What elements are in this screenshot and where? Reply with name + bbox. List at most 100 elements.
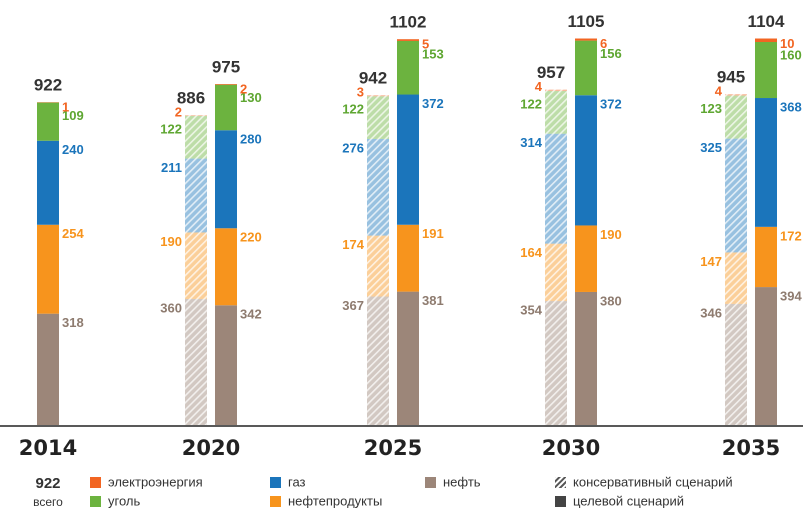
- total-label: 942: [359, 69, 387, 88]
- bar-segment: [37, 313, 59, 425]
- legend-swatch: [90, 477, 101, 488]
- value-label: 318: [62, 315, 84, 330]
- bar-segment: [545, 301, 567, 425]
- value-label: 368: [780, 99, 802, 114]
- bar-segment: [725, 95, 747, 139]
- bar-segment: [575, 95, 597, 226]
- bar-segment: [185, 298, 207, 425]
- value-label: 360: [160, 300, 182, 315]
- bar-segment: [215, 84, 237, 131]
- legend-label: газ: [288, 474, 306, 489]
- bar-segment: [755, 42, 777, 99]
- bar-segment: [215, 84, 237, 85]
- bar-segment: [755, 287, 777, 425]
- value-label: 4: [535, 79, 543, 94]
- value-label: 240: [62, 142, 84, 157]
- bar-segment: [185, 158, 207, 233]
- value-label: 153: [422, 46, 444, 61]
- value-label: 190: [160, 234, 182, 249]
- bar-segment: [575, 40, 597, 96]
- value-label: 280: [240, 132, 262, 147]
- legend-swatch: [555, 496, 566, 507]
- value-label: 354: [520, 303, 542, 318]
- bar-segment: [185, 115, 207, 116]
- legend-label: консервативный сценарий: [573, 474, 733, 489]
- x-tick-label: 2030: [542, 436, 600, 460]
- value-label: 160: [780, 47, 802, 62]
- bar-segment: [367, 138, 389, 236]
- bar-segment: [367, 296, 389, 425]
- value-label: 130: [240, 90, 262, 105]
- bar-segment: [545, 89, 567, 92]
- value-label: 6: [600, 36, 607, 51]
- bar-segment: [575, 38, 597, 41]
- bar-segment: [367, 95, 389, 97]
- bar-segment: [397, 291, 419, 425]
- value-label: 325: [700, 140, 722, 155]
- bar-segment: [755, 226, 777, 288]
- value-label: 5: [422, 37, 429, 52]
- legend-swatch: [270, 477, 281, 488]
- total-label: 1104: [748, 12, 785, 31]
- bar-segment: [545, 133, 567, 244]
- value-label: 174: [342, 237, 364, 252]
- value-label: 276: [342, 140, 364, 155]
- bar-segment: [215, 228, 237, 306]
- bar-segment: [575, 225, 597, 292]
- legend-total-label: всего: [33, 495, 63, 509]
- value-label: 4: [715, 84, 723, 99]
- bar-segment: [725, 252, 747, 304]
- total-label: 1105: [568, 12, 605, 31]
- value-label: 147: [700, 254, 722, 269]
- legend-label: нефть: [443, 474, 481, 489]
- bar-segment: [397, 224, 419, 292]
- bar-segment: [37, 140, 59, 225]
- total-label: 975: [212, 58, 240, 77]
- value-label: 172: [780, 228, 802, 243]
- x-tick-label: 2020: [182, 436, 240, 460]
- bar-segment: [545, 243, 567, 302]
- value-label: 346: [700, 305, 722, 320]
- value-label: 220: [240, 230, 262, 245]
- value-label: 123: [700, 101, 722, 116]
- bar-segment: [725, 138, 747, 253]
- value-label: 2: [175, 105, 182, 120]
- x-tick-label: 2035: [722, 436, 780, 460]
- value-label: 109: [62, 108, 84, 123]
- value-label: 342: [240, 307, 262, 322]
- value-label: 381: [422, 293, 444, 308]
- legend-swatch: [425, 477, 436, 488]
- bar-segment: [185, 115, 207, 159]
- value-label: 191: [422, 226, 444, 241]
- x-tick-label: 2014: [19, 436, 77, 460]
- bar-segment: [367, 96, 389, 139]
- bar-segment: [215, 130, 237, 229]
- value-label: 367: [342, 298, 364, 313]
- bar-segment: [215, 305, 237, 425]
- total-label: 957: [537, 63, 565, 82]
- bar-segment: [575, 291, 597, 425]
- bar-segment: [397, 94, 419, 225]
- value-label: 122: [342, 102, 364, 117]
- value-label: 254: [62, 226, 84, 241]
- bar-segment: [397, 40, 419, 95]
- legend-swatch: [270, 496, 281, 507]
- bar-segment: [37, 224, 59, 314]
- value-label: 1: [62, 100, 69, 115]
- value-label: 122: [160, 121, 182, 136]
- value-label: 314: [520, 135, 542, 150]
- bar-segment: [37, 102, 59, 141]
- legend-total: 922: [35, 475, 60, 492]
- legend-label: уголь: [108, 493, 140, 508]
- total-label: 922: [34, 76, 62, 95]
- value-label: 164: [520, 245, 542, 260]
- value-label: 3: [357, 85, 364, 100]
- bar-segment: [755, 38, 777, 43]
- value-label: 156: [600, 46, 622, 61]
- value-label: 372: [600, 97, 622, 112]
- bar-segment: [725, 94, 747, 96]
- value-label: 2: [240, 81, 247, 96]
- legend-label: электроэнергия: [108, 474, 203, 489]
- value-label: 394: [780, 289, 802, 304]
